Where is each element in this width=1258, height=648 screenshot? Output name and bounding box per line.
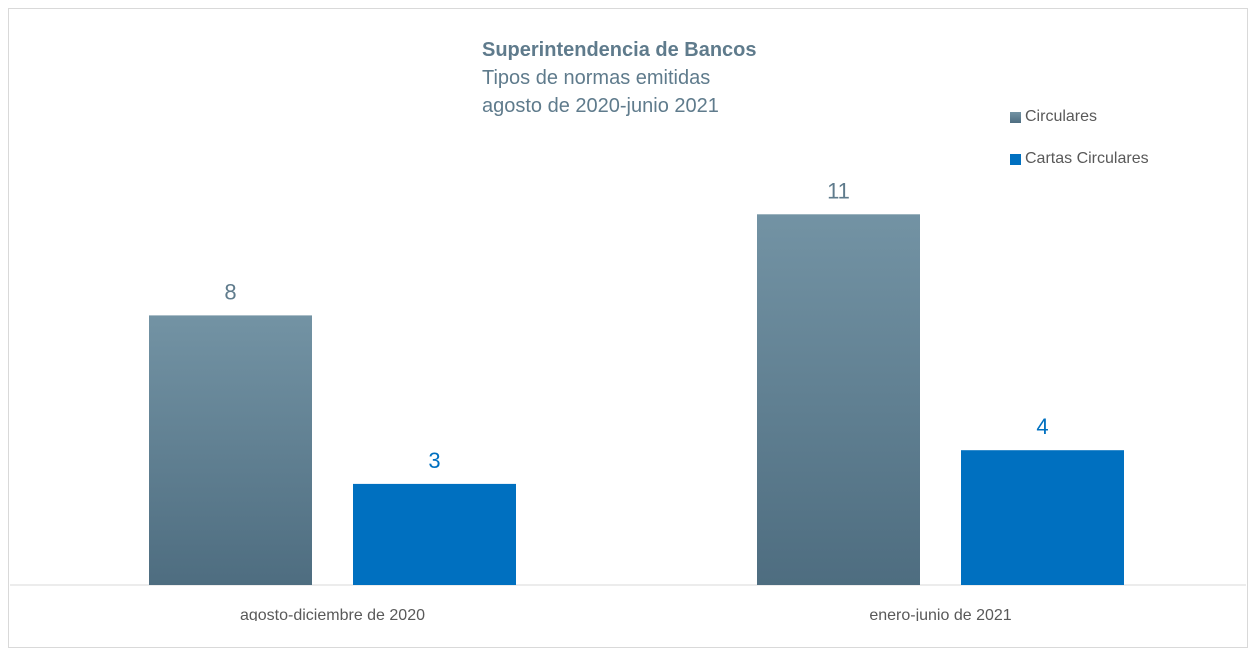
x-tick-label-1: agosto-diciembre de 2020	[240, 607, 425, 621]
chart-title: Superintendencia de Bancos	[482, 39, 757, 61]
data-label-cartas-circulares-1: 3	[428, 448, 440, 473]
bar-cartas-circulares-2	[961, 450, 1124, 585]
bar-cartas-circulares-1	[353, 483, 516, 585]
legend-label-circulares: Circulares	[1025, 108, 1098, 125]
data-label-cartas-circulares-2: 4	[1036, 414, 1048, 439]
legend-label-cartas-circulares: Cartas Circulares	[1025, 150, 1149, 167]
x-tick-label-2: enero-junio de 2021	[869, 607, 1011, 621]
bar-chart: 8 3 agosto-diciembre de 2020 11 4 enero-junio…	[10, 178, 1246, 621]
chart-subtitle-line1: Tipos de normas emitidas	[482, 67, 711, 89]
data-label-circulares-1: 8	[224, 279, 236, 304]
legend-swatch-cartas-circulares	[1010, 153, 1021, 165]
data-label-circulares-2: 11	[827, 178, 850, 203]
legend-swatch-circulares	[1010, 111, 1021, 123]
bar-circulares-2	[757, 214, 920, 586]
bar-circulares-1	[149, 315, 312, 585]
chart-legend: Circulares Cartas Circulares	[1010, 106, 1149, 190]
chart-title-block: Superintendencia de Bancos Tipos de norm…	[482, 36, 757, 120]
legend-item-circulares: Circulares	[1010, 106, 1149, 128]
chart-subtitle-line2: agosto de 2020-junio 2021	[482, 95, 719, 117]
legend-item-cartas-circulares: Cartas Circulares	[1010, 148, 1149, 170]
